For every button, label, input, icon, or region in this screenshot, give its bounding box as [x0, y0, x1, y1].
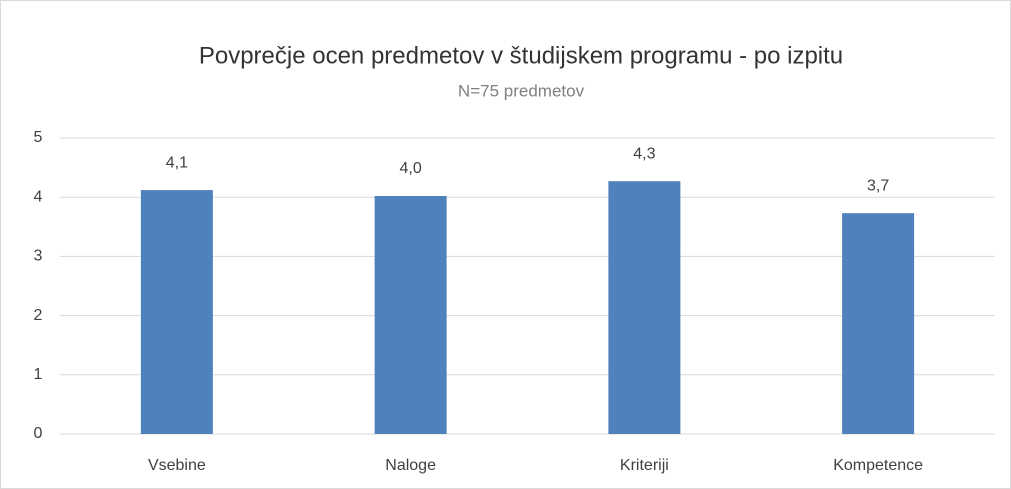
- bar: [608, 181, 681, 434]
- y-tick-label: 5: [34, 129, 43, 146]
- y-tick-label: 4: [34, 188, 43, 205]
- value-label: 4,3: [633, 145, 655, 162]
- y-tick-label: 1: [34, 366, 43, 383]
- value-label: 4,1: [166, 154, 188, 171]
- x-tick-label: Kriteriji: [620, 457, 669, 474]
- x-tick-label: Naloge: [385, 457, 436, 474]
- value-label: 3,7: [867, 177, 889, 194]
- x-tick-label: Vsebine: [148, 457, 206, 474]
- bar: [842, 213, 915, 434]
- y-tick-label: 0: [34, 425, 43, 442]
- y-tick-label: 2: [34, 307, 43, 324]
- chart-title: Povprečje ocen predmetov v študijskem pr…: [199, 42, 843, 69]
- value-label: 4,0: [400, 160, 422, 177]
- bar: [374, 196, 447, 434]
- y-tick-label: 3: [34, 248, 43, 265]
- x-tick-label: Kompetence: [833, 457, 923, 474]
- bar: [140, 190, 213, 434]
- chart-subtitle: N=75 predmetov: [458, 81, 585, 100]
